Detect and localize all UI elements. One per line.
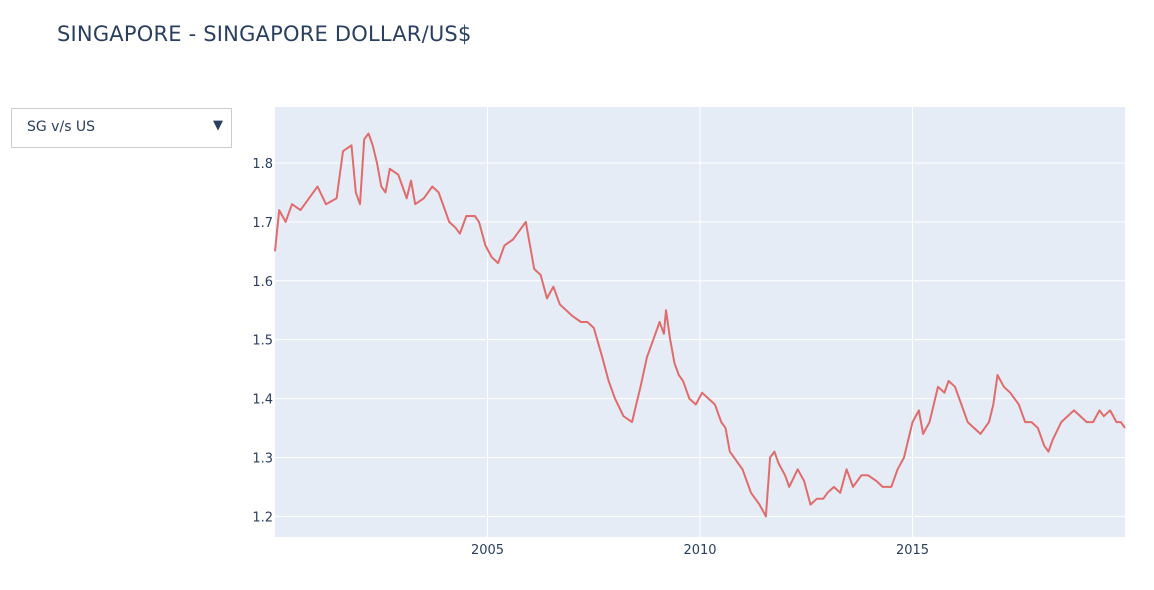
y-tick-label: 1.2 <box>252 510 273 525</box>
x-tick-label: 2010 <box>683 543 716 558</box>
dropdown-selected-value: SG v/s US <box>27 119 96 135</box>
axis-ticks: 1.2 1.3 1.4 1.5 1.6 1.7 1.8 2005 2010 2015 <box>252 157 929 558</box>
series-line <box>274 132 1126 518</box>
triangle-down-icon[interactable]: ▼ <box>213 118 223 133</box>
y-tick-label: 1.4 <box>252 393 273 408</box>
page-title: SINGAPORE - SINGAPORE DOLLAR/US$ <box>57 22 472 46</box>
series-dropdown[interactable]: SG v/s US ▼ <box>11 108 232 148</box>
y-tick-label: 1.7 <box>252 216 273 231</box>
grid-lines <box>275 107 1125 537</box>
y-tick-label: 1.3 <box>252 451 273 466</box>
x-tick-label: 2015 <box>896 543 929 558</box>
y-tick-label: 1.8 <box>252 157 273 172</box>
y-tick-label: 1.6 <box>252 275 273 290</box>
y-tick-label: 1.5 <box>252 334 273 349</box>
x-tick-label: 2005 <box>471 543 504 558</box>
